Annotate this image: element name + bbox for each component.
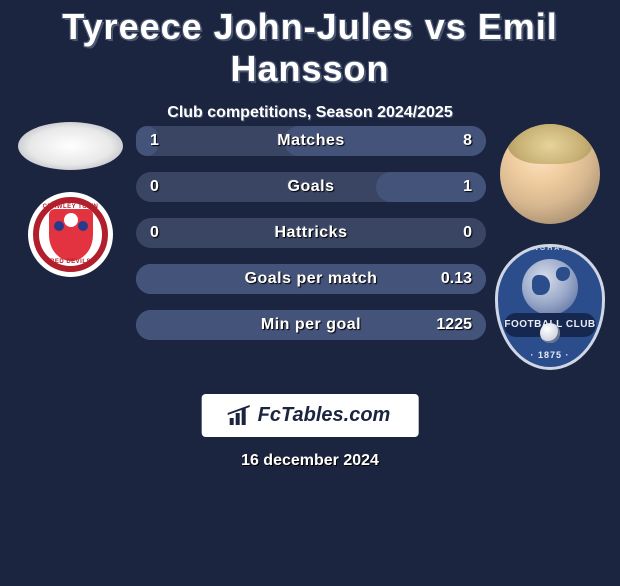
stat-value-right: 0.13 bbox=[441, 264, 472, 294]
watermark-text: FcTables.com bbox=[258, 404, 391, 427]
stat-value-right: 1 bbox=[463, 172, 472, 202]
left-club-crest: CRAWLEY TOWN FC RED DEVILS bbox=[28, 192, 113, 277]
stat-label: Goals bbox=[136, 172, 486, 202]
stat-label: Goals per match bbox=[136, 264, 486, 294]
stat-value-right: 8 bbox=[463, 126, 472, 156]
page-title: Tyreece John-Jules vs Emil Hansson bbox=[0, 6, 620, 90]
watermark: FcTables.com bbox=[202, 394, 419, 437]
stat-value-left: 0 bbox=[150, 172, 159, 202]
stat-value-left: 1 bbox=[150, 126, 159, 156]
stat-value-right: 1225 bbox=[436, 310, 472, 340]
stat-value-left: 0 bbox=[150, 218, 159, 248]
bar-chart-icon bbox=[230, 407, 250, 425]
right-club-crest: BIRMINGHAM CITY FOOTBALL CLUB · 1875 · bbox=[490, 244, 610, 374]
football-icon bbox=[540, 323, 560, 343]
right-player-column: BIRMINGHAM CITY FOOTBALL CLUB · 1875 · bbox=[490, 124, 610, 374]
right-crest-year: · 1875 · bbox=[498, 350, 602, 360]
stat-label: Min per goal bbox=[136, 310, 486, 340]
right-player-photo bbox=[500, 124, 600, 224]
stat-label: Hattricks bbox=[136, 218, 486, 248]
globe-icon bbox=[522, 259, 578, 315]
stat-label: Matches bbox=[136, 126, 486, 156]
left-player-column: CRAWLEY TOWN FC RED DEVILS bbox=[8, 114, 133, 277]
right-crest-ring-text: BIRMINGHAM CITY bbox=[498, 245, 602, 252]
left-player-photo bbox=[18, 122, 123, 170]
left-crest-text-bottom: RED DEVILS bbox=[39, 259, 102, 265]
date-text: 16 december 2024 bbox=[0, 452, 620, 470]
stat-value-right: 0 bbox=[463, 218, 472, 248]
